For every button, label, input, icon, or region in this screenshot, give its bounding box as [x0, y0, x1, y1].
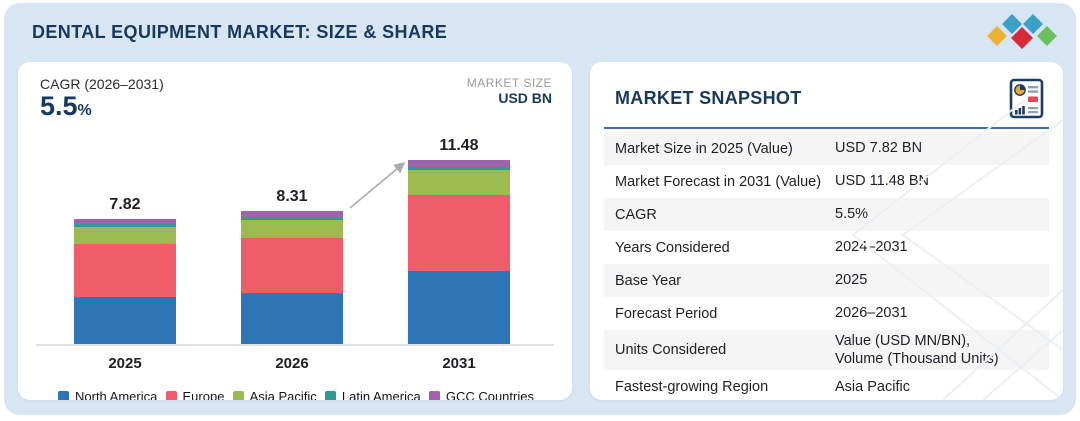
legend-swatch-icon: [165, 391, 177, 400]
snapshot-row-value: Value (USD MN/BN), Volume (Thousand Unit…: [835, 333, 999, 368]
legend-item-gcc-countries: GCC Countries: [428, 389, 534, 400]
snapshot-row-label: Forecast Period: [615, 305, 718, 322]
legend-label: North America: [75, 389, 158, 400]
bar-segment-asia-pacific: [74, 227, 176, 245]
bar-segment-europe: [74, 244, 176, 297]
bar-segment-asia-pacific: [241, 220, 343, 239]
snapshot-row-cagr: CAGR 5.5%: [604, 198, 1049, 231]
snapshot-row-value: USD 11.48 BN: [835, 173, 930, 190]
bar-total-label: 7.82: [109, 195, 141, 213]
report-icon: [1009, 78, 1044, 119]
snapshot-row-units-considered: Units Considered Value (USD MN/BN), Volum…: [604, 330, 1049, 371]
bar-total-label: 11.48: [439, 137, 479, 155]
legend-label: Asia Pacific: [249, 389, 317, 400]
bar-segment-gcc-countries: [241, 211, 343, 217]
snapshot-row-value: 5.5%: [835, 206, 869, 223]
bar-segment-europe: [408, 195, 510, 271]
bar-segment-asia-pacific: [408, 170, 510, 196]
market-snapshot-panel: MARKET SNAPSHOT Market Size in 2025 (Val…: [590, 62, 1063, 400]
snapshot-row-label: CAGR: [615, 206, 657, 223]
snapshot-row-label: Market Size in 2025 (Value): [615, 140, 793, 157]
snapshot-row-value: Asia Pacific: [835, 378, 910, 395]
snapshot-header: MARKET SNAPSHOT: [590, 74, 1063, 127]
bar-segment-north-america: [408, 270, 510, 344]
x-axis-label: 2026: [275, 355, 309, 372]
legend-swatch-icon: [232, 391, 244, 400]
bar-segment-latin-america: [74, 224, 176, 228]
snapshot-row-value: 2026–2031: [835, 305, 908, 322]
chart-panel: CAGR (2026–2031) 5.5% MARKET SIZE USD BN…: [18, 62, 572, 400]
legend-label: Europe: [182, 389, 225, 400]
bar-total-label: 8.31: [276, 188, 308, 206]
snapshot-row-label: Market Forecast in 2031 (Value): [615, 173, 822, 190]
market-size-unit: USD BN: [498, 90, 552, 106]
snapshot-top-divider: [604, 127, 1049, 129]
bar-segment-north-america: [74, 296, 176, 344]
snapshot-row-base-year: Base Year 2025: [604, 264, 1049, 297]
chart-legend: North America Europe Asia Pacific Latin Ame…: [36, 389, 554, 400]
legend-item-latin-america: Latin America: [324, 389, 421, 400]
snapshot-row-label: Units Considered: [615, 342, 727, 359]
legend-label: Latin America: [341, 389, 421, 400]
x-axis-label: 2025: [108, 355, 142, 372]
cagr-value: 5.5%: [40, 91, 92, 121]
bar-column-2025: 7.82: [74, 196, 176, 344]
legend-item-asia-pacific: Asia Pacific: [232, 389, 317, 400]
legend-label: GCC Countries: [445, 389, 534, 400]
infographic-card: DENTAL EQUIPMENT MARKET: SIZE & SHARE CA…: [4, 3, 1076, 415]
snapshot-row-market-size-in-2025-value-: Market Size in 2025 (Value) USD 7.82 BN: [604, 132, 1049, 165]
cagr-label: CAGR (2026–2031): [40, 76, 164, 92]
x-axis-label: 2031: [442, 355, 476, 372]
snapshot-row-label: Years Considered: [615, 239, 730, 256]
snapshot-row-value: 2025: [835, 272, 868, 289]
page-title: DENTAL EQUIPMENT MARKET: SIZE & SHARE: [32, 22, 448, 42]
market-size-label: MARKET SIZE: [466, 76, 552, 90]
brand-logo-icon: [987, 14, 1057, 49]
snapshot-row-value: 2024–2031: [835, 239, 908, 256]
legend-swatch-icon: [428, 391, 440, 400]
x-axis-labels: 2025 2026 2031: [36, 355, 554, 372]
stacked-bar-chart: 7.82 8.31 11.48: [36, 134, 554, 346]
snapshot-row-market-forecast-in-2031-value-: Market Forecast in 2031 (Value) USD 11.48…: [604, 165, 1049, 198]
snapshot-title: MARKET SNAPSHOT: [615, 88, 802, 108]
legend-swatch-icon: [58, 391, 69, 400]
snapshot-table: Market Size in 2025 (Value) USD 7.82 BN Ma…: [604, 132, 1049, 400]
legend-item-europe: Europe: [165, 389, 225, 400]
snapshot-row-fastest-growing-region: Fastest-growing Region Asia Pacific: [604, 370, 1049, 400]
snapshot-row-label: Base Year: [615, 272, 682, 289]
bar-segment-europe: [241, 238, 343, 294]
bar-column-2031: 11.48: [408, 137, 510, 344]
snapshot-row-label: Fastest-growing Region: [615, 378, 769, 395]
bar-segment-north-america: [241, 293, 343, 344]
legend-swatch-icon: [324, 391, 336, 400]
market-size-block: MARKET SIZE USD BN: [467, 76, 552, 106]
snapshot-row-years-considered: Years Considered 2024–2031: [604, 231, 1049, 264]
chart-header: CAGR (2026–2031) 5.5% MARKET SIZE USD BN: [36, 76, 554, 132]
snapshot-row-value: USD 7.82 BN: [835, 140, 923, 157]
bar-segment-gcc-countries: [408, 160, 510, 168]
bar-segment-gcc-countries: [74, 218, 176, 225]
legend-item-north-america: North America: [58, 389, 157, 400]
bar-column-2026: 8.31: [241, 188, 343, 344]
snapshot-row-forecast-period: Forecast Period 2026–2031: [604, 297, 1049, 330]
bar-segment-latin-america: [241, 216, 343, 221]
bar-segment-latin-america: [408, 167, 510, 171]
cagr-block: CAGR (2026–2031) 5.5%: [40, 76, 164, 120]
